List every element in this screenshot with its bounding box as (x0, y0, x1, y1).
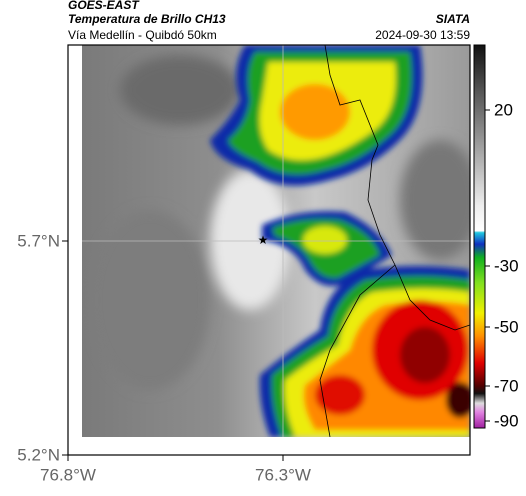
colorbar: 20 -30 -50 -70 -90 (473, 44, 519, 430)
region-label: Vía Medellín - Quibdó 50km (68, 28, 217, 42)
satellite-image: ★ (82, 45, 470, 437)
lat-ticks: 5.7°N 5.2°N (17, 231, 68, 464)
product-title: Temperatura de Brillo CH13 (68, 12, 226, 26)
organization: SIATA (436, 12, 470, 26)
colorbar-tick-label: -90 (494, 411, 519, 430)
source-title: GOES-EAST (68, 0, 140, 12)
lat-tick-label: 5.2°N (17, 445, 60, 464)
lat-tick-label: 5.7°N (17, 231, 60, 250)
lon-tick-label: 76.3°W (255, 465, 311, 484)
colorbar-tick-label: -50 (494, 317, 519, 336)
lon-ticks: 76.8°W 76.3°W (40, 455, 311, 484)
colorbar-tick-label: -70 (494, 376, 519, 395)
map-frame (67, 44, 471, 456)
colorbar-tick-label: -30 (494, 256, 519, 275)
lon-tick-label: 76.8°W (40, 465, 96, 484)
timestamp: 2024-09-30 13:59 (375, 28, 470, 42)
svg-text:★: ★ (258, 233, 269, 247)
colorbar-tick-label: 20 (494, 100, 513, 119)
